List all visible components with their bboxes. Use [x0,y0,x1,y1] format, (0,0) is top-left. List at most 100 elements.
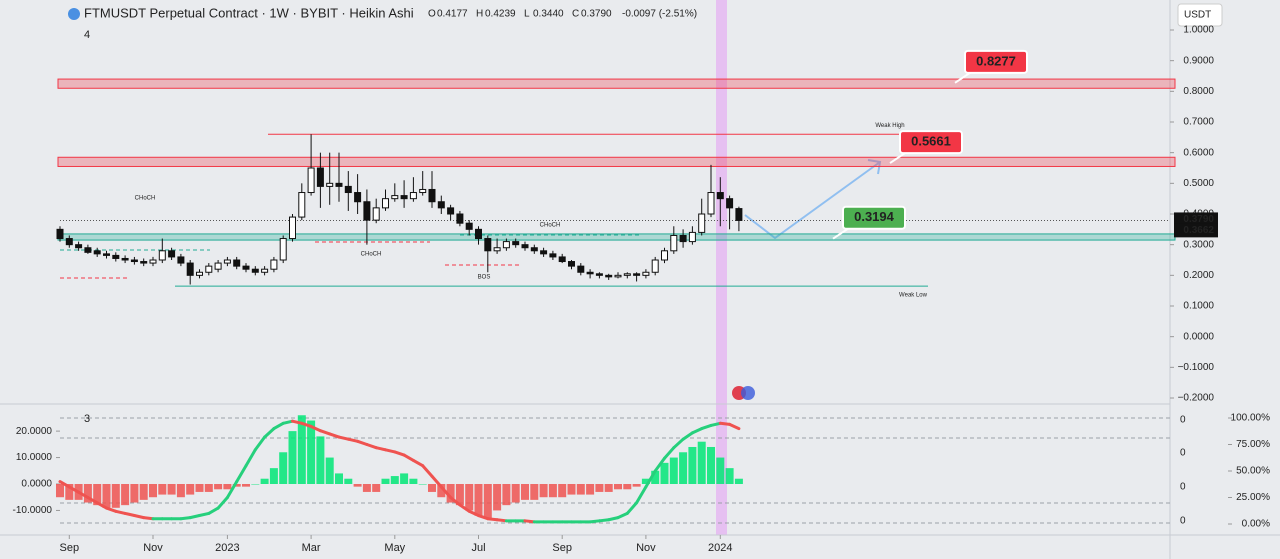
y-tick-label: −0.1000 [1178,362,1215,373]
candle-body [726,198,734,209]
candle-body [502,241,510,249]
histogram-bar [697,441,706,484]
oscillator-line [318,429,332,436]
candle-body [465,222,473,230]
candle-body [698,213,706,233]
osc-zero-label: 0 [1180,448,1186,459]
histogram-bar [130,484,139,503]
histogram-bar [707,446,715,484]
histogram-bar [576,484,585,495]
oscillator-line [77,490,90,499]
structure-label: CHoCH [135,196,156,202]
oscillator-line [253,435,267,452]
oscillator-line [495,518,508,523]
oscillator-line [467,509,480,518]
oscillator-line [309,424,322,433]
pane-count: 4 [84,29,90,41]
oscillator-line [216,496,229,510]
candle-body [121,257,129,261]
candle-body [707,192,715,215]
histogram-bar [604,484,613,492]
candle-body [298,192,306,218]
candle-body [484,238,492,252]
histogram-bar [502,484,511,506]
axis-tag-label: 0.3662 [1183,225,1214,236]
oscillator-line [132,514,146,520]
oscillator-line [588,519,601,524]
histogram-bar [418,484,427,485]
histogram-bar [214,484,223,490]
oscillator-line [458,503,471,513]
oscillator-line [690,427,704,435]
pane-count: 3 [84,413,90,425]
oscillator-line [663,446,676,460]
x-tick-label: Jul [471,542,485,554]
event-icon[interactable] [741,386,755,400]
histogram-bar [372,484,381,492]
osc-zero-label: 0 [1180,482,1186,493]
candle-body [270,259,278,270]
oscillator-line [291,419,304,425]
x-tick-label: Sep [552,542,572,554]
price-tag [964,49,1028,74]
oscillator-line [300,421,313,428]
candle-body [261,268,269,273]
oscillator-line [449,496,462,507]
oscillator-line [681,431,694,441]
histogram-bar [548,484,557,498]
candle-body [679,234,687,243]
candle-body [158,250,166,261]
histogram-bar [381,478,390,484]
oscillator-line [607,516,620,522]
y-tick-label: 0.8000 [1183,86,1214,97]
histogram-bar [521,484,529,500]
candle-body [512,241,520,246]
candle-body [186,262,194,276]
x-tick-label: 2024 [708,542,732,554]
level-label: Weak Low [899,293,928,299]
oscillator-line [709,421,722,427]
ohlc-value: 0.3790 [581,9,612,20]
histogram-bar [176,484,185,498]
oscillator-line [346,437,360,443]
osc-zero-label: 0 [1180,415,1186,426]
candle-body [651,259,659,273]
osc-tick-label: 50.00% [1236,466,1270,477]
candle-body [335,182,343,187]
oscillator-line [114,509,127,515]
candle-body [456,213,464,224]
candle-body [56,228,64,240]
histogram-bar [567,484,576,495]
candle-body [642,271,650,276]
zone [57,156,1176,167]
candle-body [540,250,548,255]
candle-body [344,185,352,194]
oscillator-line [718,421,732,426]
y-tick-label: 0.2000 [1183,270,1214,281]
x-tick-label: Nov [636,542,656,554]
y-tick-label: −0.2000 [1178,393,1215,404]
currency-button[interactable] [1177,3,1223,27]
histogram-bar [679,452,688,484]
projection-arrow [744,159,882,240]
tag-pointer [954,72,971,84]
candle-body [661,250,668,261]
y-tick-label: 0.0000 [1183,331,1214,342]
histogram-bar [158,484,167,495]
oscillator-line [439,485,453,499]
tag-pointer [832,227,849,240]
candle-body [614,274,622,278]
candle-body [196,271,203,276]
candle-body [670,234,678,252]
osc-tick-label: 75.00% [1236,439,1270,450]
histogram-bar [325,457,334,484]
histogram-bar [437,484,446,498]
candle-body [149,259,157,264]
oscillator-line [263,427,276,439]
osc-tick-label: 25.00% [1236,492,1270,503]
currency-label[interactable]: USDT [1184,10,1211,21]
histogram-bar [223,484,232,490]
histogram-bar [121,484,130,506]
oscillator-line [728,422,741,431]
axis-tag [1174,223,1218,238]
